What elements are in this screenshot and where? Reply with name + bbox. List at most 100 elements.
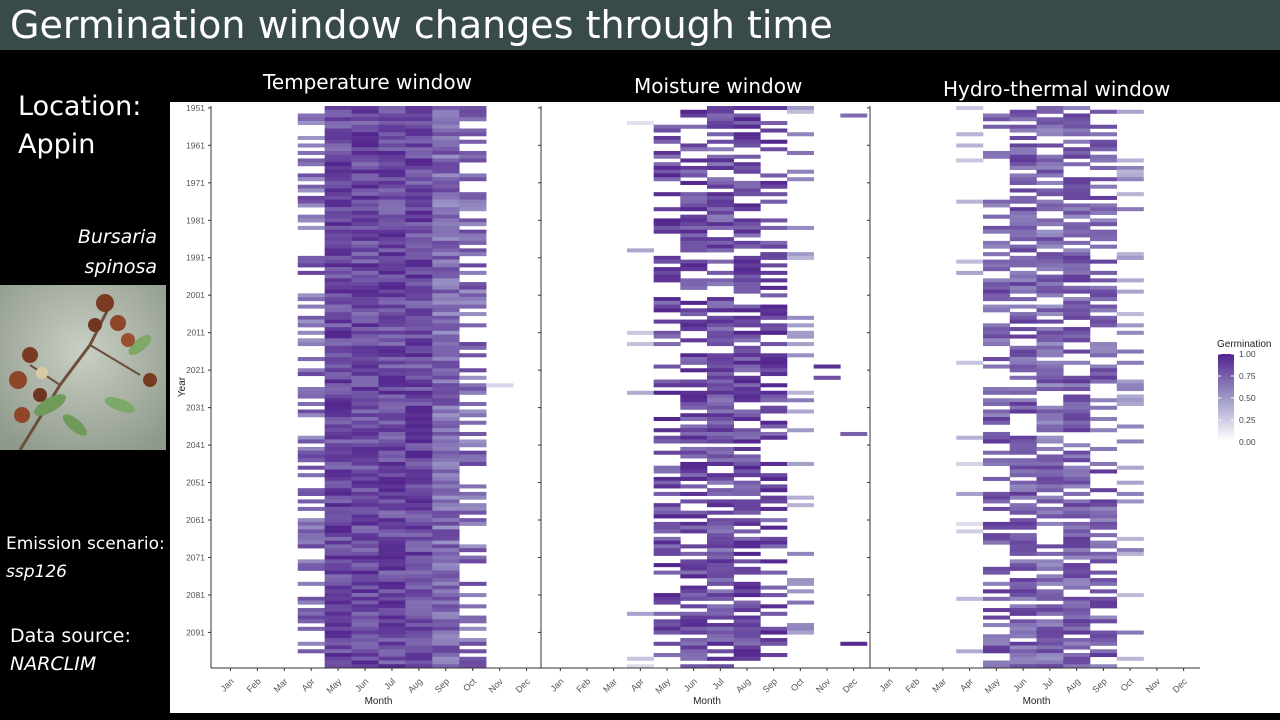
heat-cell (297, 188, 325, 193)
heat-cell (378, 548, 406, 553)
heat-cell (680, 192, 708, 197)
legend-swatch (1218, 424, 1234, 427)
heat-cell (733, 469, 761, 474)
heat-cell (405, 259, 433, 264)
heat-cell (1090, 506, 1118, 511)
heat-cell (351, 203, 379, 208)
heat-cell (707, 540, 734, 545)
heat-cell (324, 184, 352, 189)
heat-cell (459, 342, 487, 347)
heat-cell (378, 435, 406, 440)
heat-cell (1090, 551, 1118, 556)
heat-cell (733, 394, 761, 399)
heat-cell (378, 638, 406, 643)
heat-cell (1116, 379, 1144, 384)
heat-cell (1063, 465, 1091, 470)
heat-cell (351, 416, 379, 422)
heat-cell (733, 619, 761, 624)
heat-cell (1036, 229, 1064, 234)
heat-cell (707, 278, 734, 283)
heat-cell (432, 570, 460, 575)
heat-cell (733, 267, 761, 272)
heat-cell (432, 656, 460, 661)
heat-cell (432, 109, 460, 114)
heat-cell (653, 267, 681, 272)
heat-cell (351, 372, 379, 377)
heat-cell (378, 664, 406, 669)
heat-cell (1009, 199, 1037, 204)
heat-cell (351, 342, 379, 347)
heat-cell (297, 525, 325, 530)
heat-cell (432, 660, 460, 665)
heat-cell (1009, 495, 1037, 500)
legend-swatch (1218, 428, 1234, 432)
heat-cell (324, 409, 352, 414)
heat-cell (405, 304, 433, 309)
heat-cell (1090, 544, 1118, 549)
heat-cell (324, 469, 352, 474)
heat-cell (707, 461, 734, 466)
heat-cell (1009, 518, 1037, 523)
heat-cell (1063, 604, 1091, 609)
heat-cell (1116, 278, 1144, 283)
heat-cell (405, 375, 433, 380)
heat-cell (351, 401, 379, 407)
heat-cell (324, 570, 352, 575)
heat-cell (983, 649, 1011, 654)
heat-cell (297, 600, 325, 605)
heat-cell (459, 491, 487, 496)
heat-cell (1116, 177, 1144, 182)
heat-cell (1063, 413, 1091, 418)
heat-cell (1009, 270, 1037, 275)
heat-cell (707, 450, 734, 455)
heat-cell (983, 330, 1011, 335)
heat-cell (297, 458, 325, 463)
heat-cell (405, 203, 433, 208)
heat-cell (707, 533, 734, 538)
heat-cell (432, 353, 460, 358)
heat-cell (432, 443, 460, 448)
heat-cell (707, 248, 734, 253)
heat-cell (459, 581, 487, 586)
heat-cell (378, 285, 406, 290)
heat-cell (378, 495, 406, 500)
heat-cell (956, 259, 984, 264)
heat-cell (324, 510, 352, 515)
heat-cell (1036, 446, 1064, 451)
heat-cell (459, 203, 487, 208)
heat-cell (983, 304, 1011, 309)
heat-cell (1116, 383, 1144, 388)
heat-cell (1036, 428, 1064, 433)
heat-cell (1090, 499, 1118, 504)
heat-cell (351, 214, 379, 219)
heat-cell (983, 615, 1011, 620)
heat-cell (1063, 581, 1091, 586)
heat-cell (459, 154, 487, 159)
heat-cell (432, 319, 460, 324)
heat-cell (405, 109, 433, 114)
heat-cell (1063, 454, 1091, 459)
heat-cell (432, 495, 460, 500)
heat-cell (405, 521, 433, 526)
heat-cell (1009, 469, 1037, 474)
heat-cell (351, 135, 379, 141)
heat-cell (297, 259, 325, 264)
heat-cell (653, 465, 681, 470)
heat-cell (432, 285, 460, 290)
heat-cell (707, 570, 734, 575)
heat-cell (432, 229, 460, 234)
heat-cell (351, 413, 379, 418)
heat-cell (405, 491, 433, 496)
heat-cell (707, 109, 734, 114)
heat-cell (459, 439, 487, 444)
heat-cell (707, 327, 734, 332)
legend-swatch (1218, 369, 1234, 372)
heat-cell (680, 484, 708, 489)
heat-cell (680, 147, 708, 152)
heat-cell (1063, 327, 1091, 332)
heat-cell (297, 323, 325, 328)
heat-cell (405, 401, 433, 407)
heat-cell (1063, 428, 1091, 433)
heat-cell (1090, 203, 1118, 208)
heat-cell (680, 282, 708, 287)
